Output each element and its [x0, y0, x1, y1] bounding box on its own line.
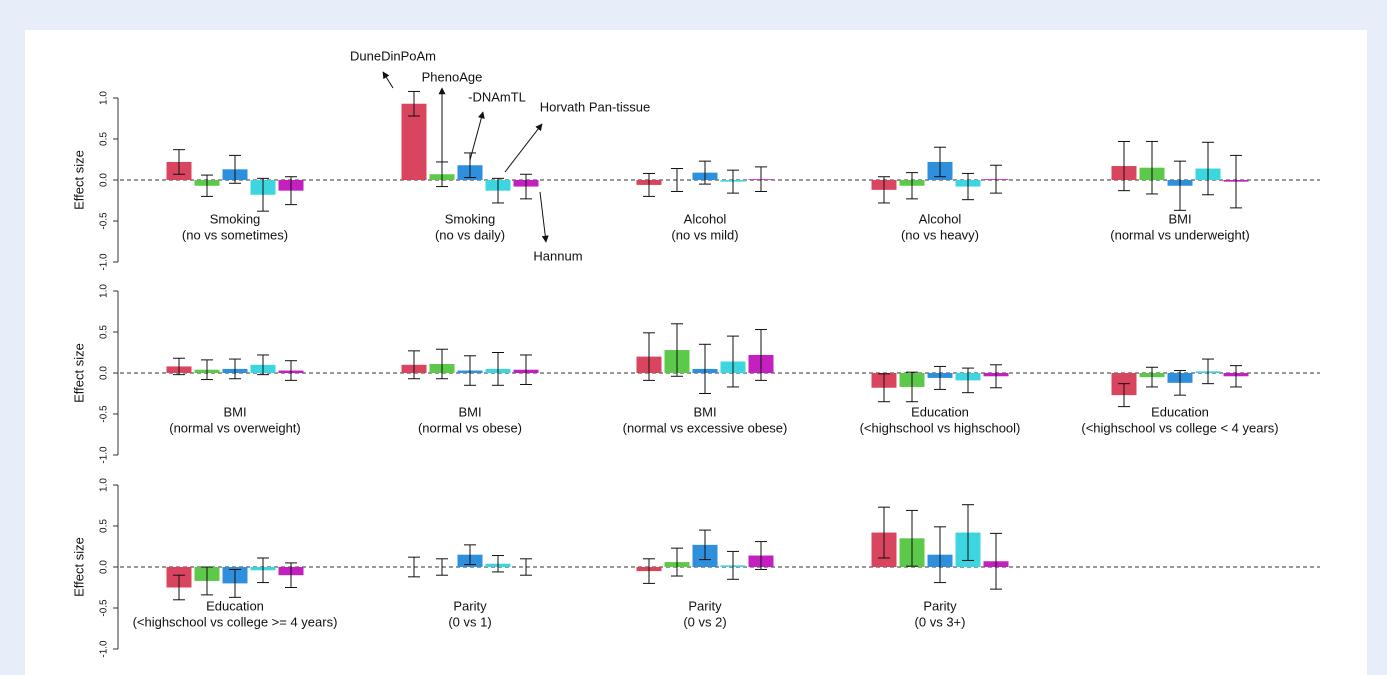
category-label: (0 vs 2): [683, 614, 726, 629]
category-label: (no vs heavy): [901, 227, 979, 242]
category-label: Education: [1151, 404, 1209, 419]
category-label: Parity: [923, 598, 957, 613]
y-tick-label: 0.5: [99, 519, 110, 533]
category-label: BMI: [1168, 211, 1191, 226]
category-label: Education: [206, 598, 264, 613]
category-label: BMI: [223, 404, 246, 419]
category-label: Education: [911, 404, 969, 419]
y-tick-label: 0.0: [99, 560, 110, 574]
y-tick-label: -1.0: [99, 640, 110, 658]
y-tick-label: 0.0: [99, 173, 110, 187]
category-label: (<highschool vs college < 4 years): [1081, 420, 1278, 435]
y-axis-label: Effect size: [71, 150, 86, 210]
category-label: (normal vs underweight): [1110, 227, 1249, 242]
category-label: (normal vs obese): [418, 420, 522, 435]
series-label: -DNAmTL: [468, 89, 526, 104]
y-tick-label: -1.0: [99, 253, 110, 271]
y-tick-label: -0.5: [99, 599, 110, 617]
series-label: DuneDinPoAm: [350, 48, 436, 63]
series-label: Hannum: [533, 248, 582, 263]
y-tick-label: 0.5: [99, 132, 110, 146]
category-label: (no vs sometimes): [182, 227, 288, 242]
category-label: (0 vs 1): [448, 614, 491, 629]
y-tick-label: 0.0: [99, 366, 110, 380]
category-label: Parity: [688, 598, 722, 613]
annotation-arrow: [539, 191, 549, 243]
category-label: (<highschool vs highschool): [860, 420, 1021, 435]
category-label: Parity: [453, 598, 487, 613]
category-label: BMI: [693, 404, 716, 419]
y-axis-label: Effect size: [71, 537, 86, 597]
y-tick-label: -0.5: [99, 212, 110, 230]
category-label: (no vs mild): [671, 227, 738, 242]
y-tick-label: 1.0: [99, 284, 110, 298]
category-label: (no vs daily): [435, 227, 505, 242]
y-tick-label: 1.0: [99, 91, 110, 105]
category-label: (normal vs overweight): [169, 420, 301, 435]
category-label: Alcohol: [684, 211, 727, 226]
category-label: (0 vs 3+): [915, 614, 966, 629]
annotation-arrow: [504, 123, 543, 173]
category-label: Alcohol: [919, 211, 962, 226]
y-tick-label: -1.0: [99, 446, 110, 464]
y-tick-label: 0.5: [99, 325, 110, 339]
category-label: (normal vs excessive obese): [623, 420, 788, 435]
annotation-arrow: [469, 111, 485, 161]
y-axis-label: Effect size: [71, 343, 86, 403]
y-tick-label: -0.5: [99, 405, 110, 423]
y-tick-label: 1.0: [99, 478, 110, 492]
series-label: Horvath Pan-tissue: [540, 99, 651, 114]
category-label: Smoking: [445, 211, 496, 226]
annotation-arrow: [382, 71, 394, 89]
category-label: BMI: [458, 404, 481, 419]
category-label: (<highschool vs college >= 4 years): [133, 614, 338, 629]
series-label: PhenoAge: [422, 69, 483, 84]
category-label: Smoking: [210, 211, 261, 226]
